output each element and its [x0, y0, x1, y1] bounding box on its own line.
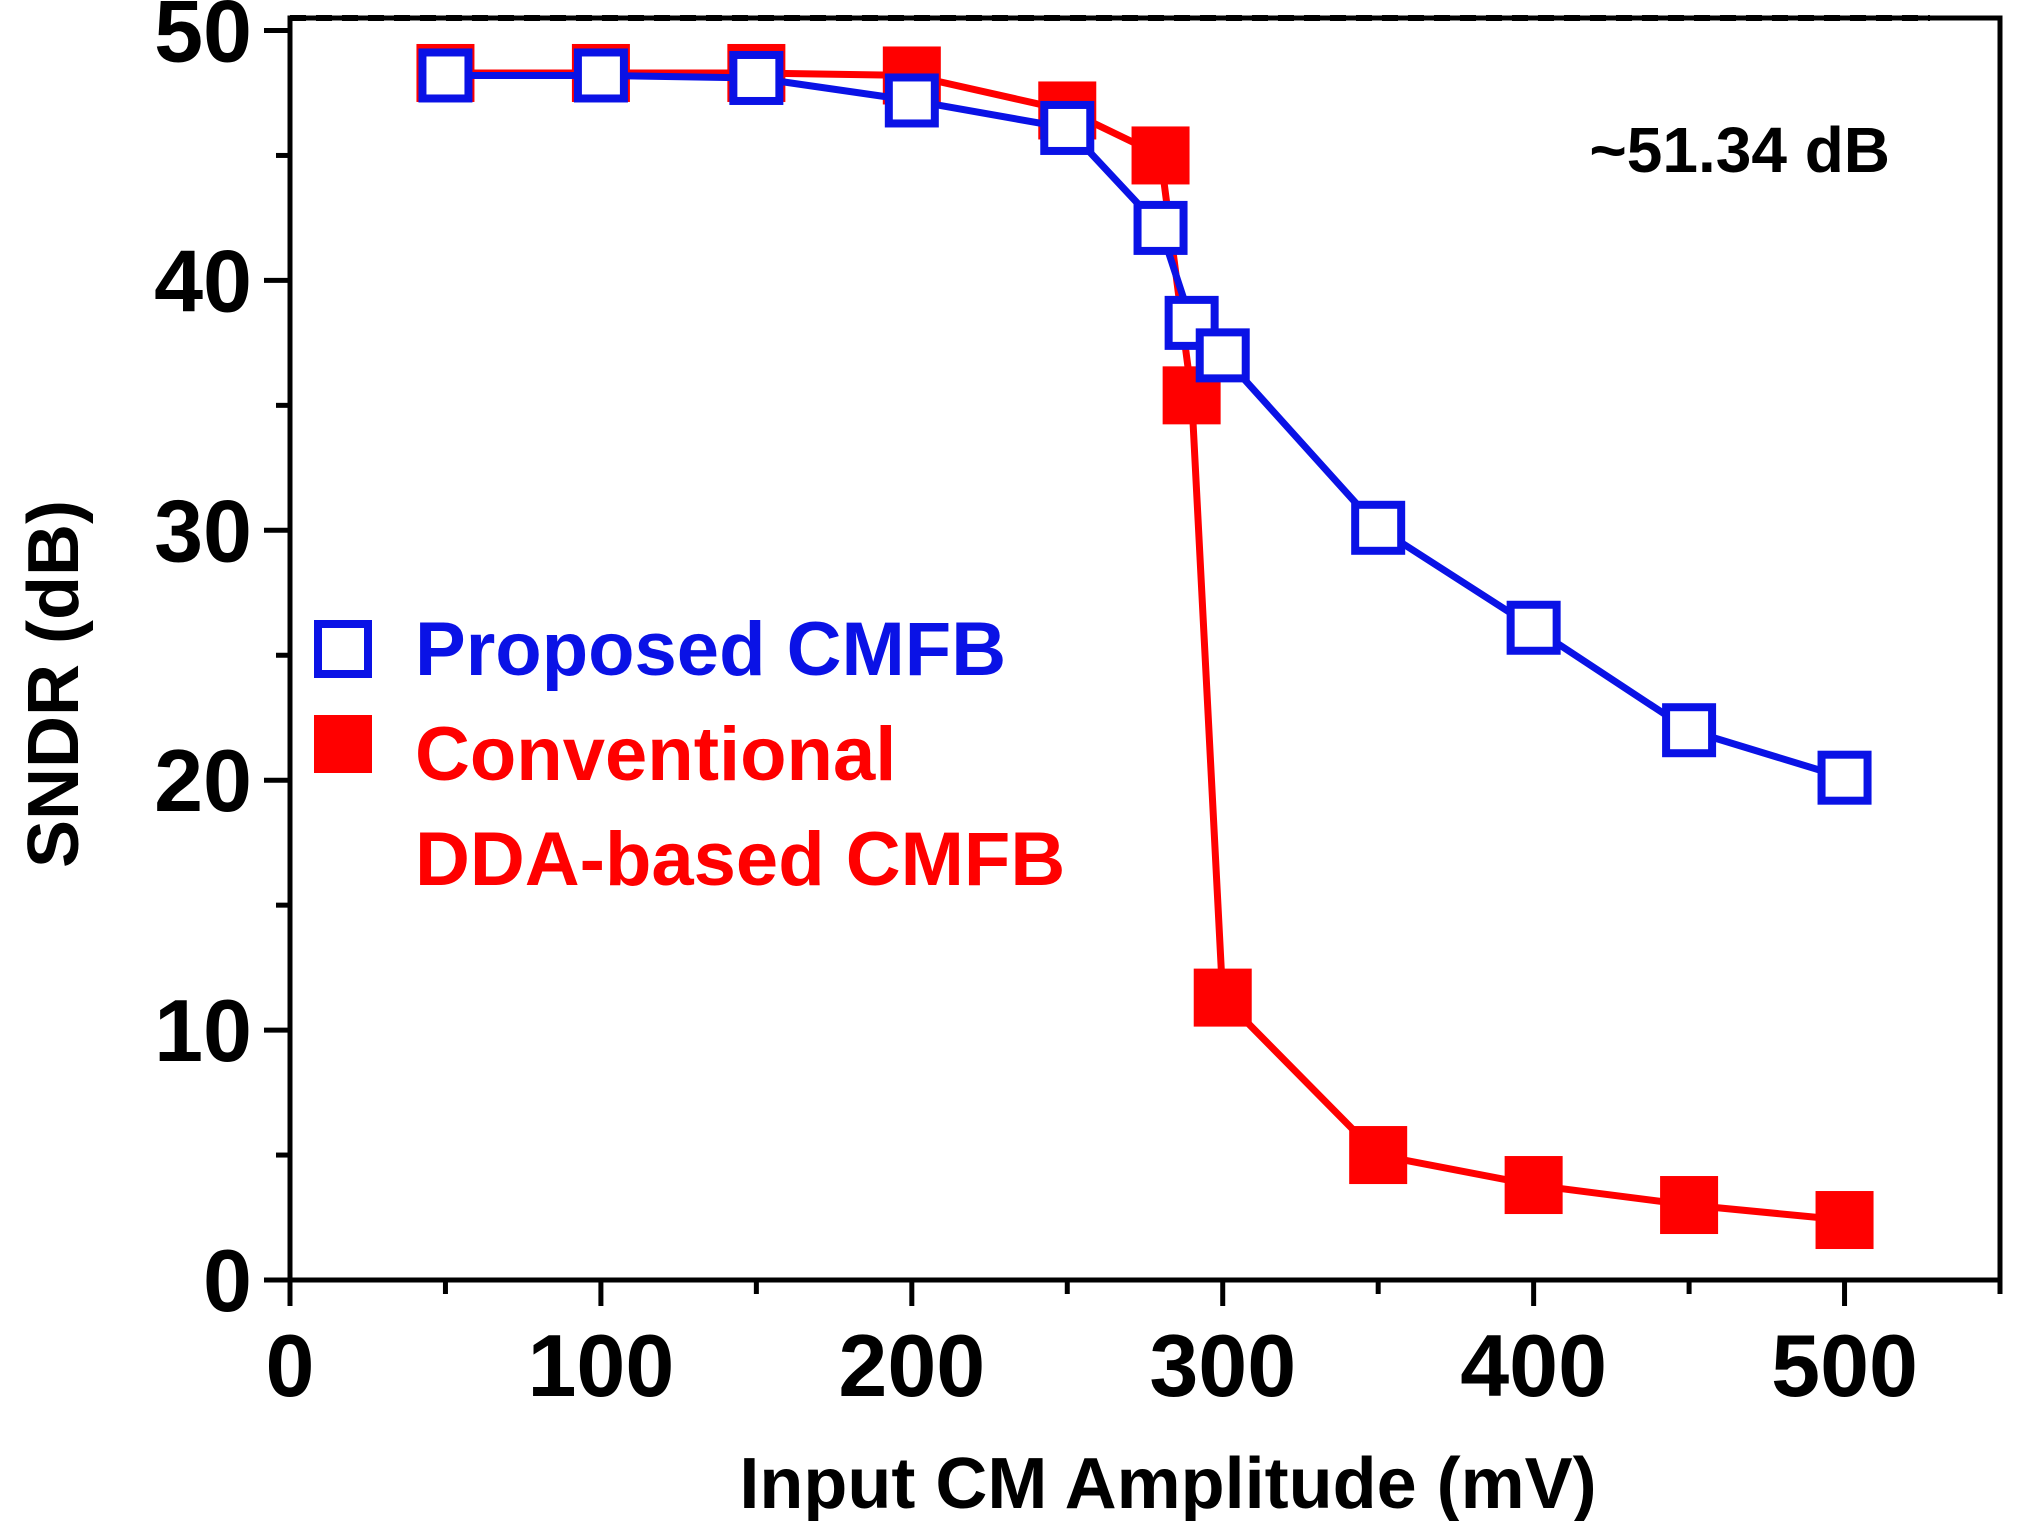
y-tick-label: 40 — [154, 231, 252, 330]
plot-frame — [287, 15, 2003, 1283]
data-point-conventional — [1504, 1156, 1563, 1215]
x-tick-label: 300 — [1149, 1316, 1296, 1415]
data-point-proposed — [1133, 200, 1188, 255]
data-point-conventional — [1815, 1191, 1874, 1250]
data-point-proposed — [1351, 500, 1406, 555]
data-point-proposed — [1662, 703, 1717, 758]
data-point-proposed — [1506, 600, 1561, 655]
legend-label-proposed: Proposed CMFB — [415, 607, 1006, 692]
y-tick-label: 20 — [154, 731, 252, 830]
y-tick-label: 0 — [203, 1231, 252, 1330]
data-point-proposed — [1040, 100, 1095, 155]
legend: Proposed CMFB Conventional DDA-based CMFB — [314, 607, 1065, 902]
x-tick-label: 400 — [1460, 1316, 1607, 1415]
y-axis-label: SNDR (dB) — [14, 500, 94, 868]
data-point-conventional — [1193, 968, 1252, 1027]
data-point-proposed — [729, 50, 784, 105]
data-point-proposed — [884, 73, 939, 128]
axes-group: 0 100 200 300 400 500 0 10 20 30 40 50 — [154, 0, 2003, 1415]
data-point-conventional — [1349, 1126, 1408, 1185]
series-group — [416, 43, 1874, 1250]
legend-marker-proposed — [314, 620, 372, 678]
legend-marker-conventional — [314, 715, 372, 773]
reference-line-label: ~51.34 dB — [1589, 114, 1890, 186]
y-tick-label: 50 — [154, 0, 252, 80]
x-tick-label: 0 — [266, 1316, 315, 1415]
data-point-proposed — [418, 48, 473, 103]
y-tick-label: 30 — [154, 481, 252, 580]
x-tick-label: 200 — [838, 1316, 985, 1415]
data-point-proposed — [573, 48, 628, 103]
x-tick-label: 100 — [527, 1316, 674, 1415]
legend-label-conventional-line2: DDA-based CMFB — [415, 817, 1065, 902]
data-point-conventional — [1660, 1176, 1719, 1235]
data-point-proposed — [1817, 750, 1872, 805]
x-axis-label: Input CM Amplitude (mV) — [739, 1444, 1596, 1521]
x-tick-label: 500 — [1771, 1316, 1918, 1415]
data-point-conventional — [1131, 126, 1190, 185]
legend-label-conventional: Conventional — [415, 712, 896, 797]
data-point-proposed — [1195, 328, 1250, 383]
y-tick-label: 10 — [154, 981, 252, 1080]
